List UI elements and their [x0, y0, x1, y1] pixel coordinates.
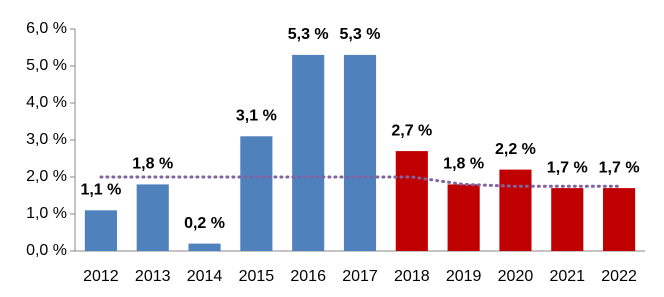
- x-tick-label: 2020: [498, 268, 534, 285]
- bar: [343, 54, 377, 252]
- value-label: 1,8 %: [443, 156, 484, 173]
- x-tick-label: 2014: [187, 268, 223, 285]
- bar: [84, 210, 117, 251]
- value-label: 3,1 %: [236, 108, 277, 125]
- value-label: 0,2 %: [184, 215, 225, 232]
- bar: [240, 136, 273, 251]
- x-tick-label: 2021: [549, 268, 585, 285]
- y-tick-label: 5,0 %: [26, 57, 67, 74]
- x-tick-label: 2022: [601, 268, 637, 285]
- x-tick-label: 2017: [342, 268, 378, 285]
- value-label: 1,7 %: [547, 159, 588, 176]
- x-tick-label: 2019: [446, 268, 482, 285]
- y-tick-label: 4,0 %: [26, 94, 67, 111]
- value-label: 1,1 %: [80, 182, 121, 199]
- trend-line: [99, 175, 621, 188]
- bar: [188, 243, 221, 251]
- x-tick-label: 2018: [394, 268, 430, 285]
- x-tick-label: 2016: [290, 268, 326, 285]
- y-tick-label: 0,0 %: [26, 242, 67, 259]
- value-label: 5,3 %: [288, 26, 329, 43]
- value-label: 5,3 %: [340, 26, 381, 43]
- x-tick-label: 2013: [135, 268, 171, 285]
- value-label: 2,7 %: [391, 122, 432, 139]
- y-tick-label: 1,0 %: [26, 205, 67, 222]
- y-tick-label: 6,0 %: [26, 20, 67, 37]
- y-tick-label: 3,0 %: [26, 131, 67, 148]
- bar: [395, 151, 428, 251]
- value-label: 2,2 %: [495, 141, 536, 158]
- bar: [499, 169, 532, 251]
- x-tick-label: 2012: [83, 268, 119, 285]
- bar: [603, 188, 636, 251]
- bar: [292, 54, 325, 252]
- bar: [136, 184, 169, 251]
- y-tick-label: 2,0 %: [26, 168, 67, 185]
- bar: [551, 188, 584, 251]
- value-label: 1,7 %: [599, 159, 640, 176]
- value-label: 1,8 %: [132, 156, 173, 173]
- bar: [447, 184, 480, 251]
- x-tick-label: 2015: [239, 268, 275, 285]
